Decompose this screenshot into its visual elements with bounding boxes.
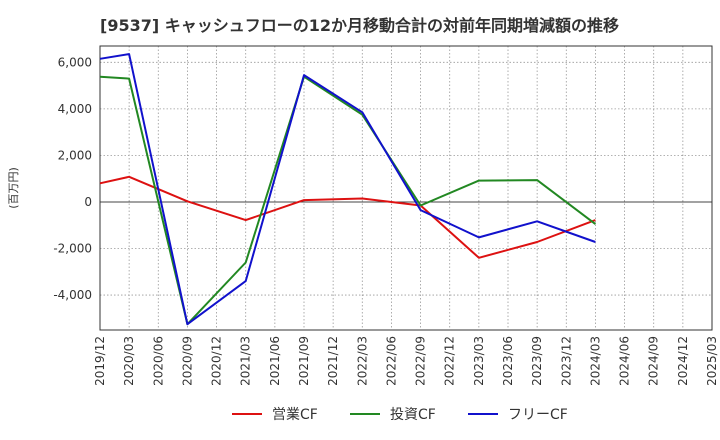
x-tick-label: 2024/03 — [588, 336, 602, 386]
x-tick-label: 2022/09 — [414, 336, 428, 386]
x-axis-ticks: 2019/12 2020/03 2020/06 2020/09 2020/12 2021/… — [93, 336, 719, 386]
x-tick-label: 2023/06 — [501, 336, 515, 386]
x-tick-label: 2023/03 — [472, 336, 486, 386]
x-tick-label: 2024/06 — [618, 336, 632, 386]
x-tick-label: 2020/06 — [151, 336, 165, 386]
x-tick-label: 2021/12 — [326, 336, 340, 386]
x-tick-label: 2021/06 — [268, 336, 282, 386]
series-lines — [99, 53, 597, 326]
x-tick-label: 2020/12 — [210, 336, 224, 386]
legend-label: 投資CF — [390, 407, 436, 423]
legend: 営業CF 投資CF フリーCF — [232, 407, 568, 423]
y-axis-ticks: -4,000 -2,000 0 2,000 4,000 6,000 — [53, 55, 92, 302]
x-tick-label: 2024/09 — [647, 336, 661, 386]
series-line — [99, 53, 596, 326]
series-line — [99, 175, 596, 259]
y-tick-label: 4,000 — [58, 102, 92, 116]
x-tick-label: 2022/12 — [443, 336, 457, 386]
y-tick-label: 2,000 — [58, 148, 92, 162]
y-tick-label: -4,000 — [53, 288, 92, 302]
x-tick-label: 2021/09 — [297, 336, 311, 386]
x-tick-label: 2021/03 — [239, 336, 253, 386]
x-tick-label: 2022/06 — [384, 336, 398, 386]
x-tick-label: 2025/03 — [705, 336, 719, 386]
chart-title: [9537] キャッシュフローの12か月移動合計の対前年同期増減額の推移 — [100, 16, 619, 35]
x-tick-label: 2020/03 — [122, 336, 136, 386]
plot-frame — [99, 45, 713, 331]
grid-lines — [99, 46, 713, 330]
series-line — [99, 75, 597, 326]
y-tick-label: 0 — [84, 195, 92, 209]
x-tick-label: 2023/12 — [559, 336, 573, 386]
x-tick-label: 2024/12 — [676, 336, 690, 386]
legend-label: 営業CF — [272, 407, 318, 423]
x-tick-label: 2020/09 — [180, 336, 194, 386]
x-tick-label: 2023/09 — [530, 336, 544, 386]
y-tick-label: 6,000 — [58, 55, 92, 69]
y-tick-label: -2,000 — [53, 242, 92, 256]
y-axis-label: (百万円) — [7, 167, 20, 209]
legend-label: フリーCF — [508, 407, 568, 423]
x-tick-label: 2022/03 — [355, 336, 369, 386]
x-tick-label: 2019/12 — [93, 336, 107, 386]
